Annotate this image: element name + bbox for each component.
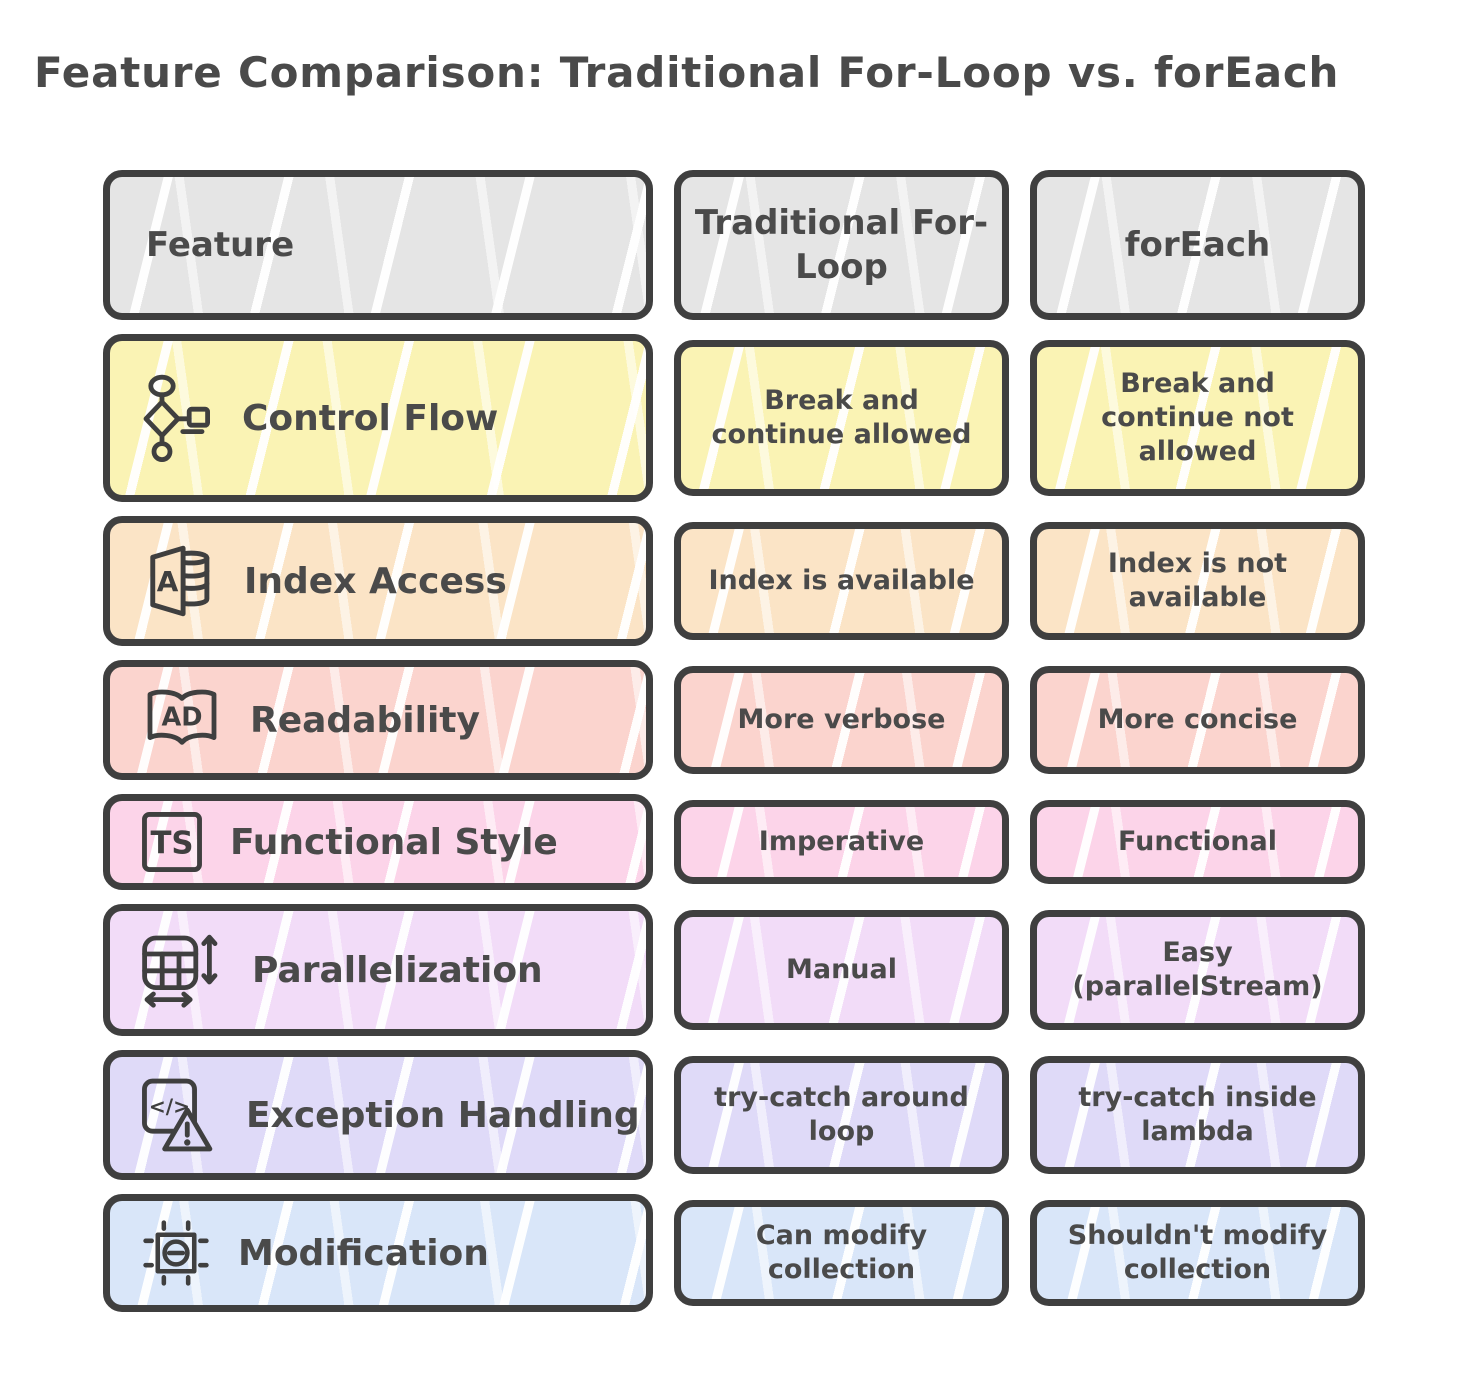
value-cell: Functional bbox=[1030, 800, 1365, 884]
feature-cell-parallelization: Parallelization bbox=[103, 904, 653, 1036]
control-flow-icon bbox=[143, 374, 210, 462]
feature-cell-modification: Modification bbox=[103, 1194, 653, 1312]
value-cell: More verbose bbox=[674, 666, 1009, 774]
functional-style-icon: TS bbox=[142, 812, 202, 872]
value-cell: Shouldn't modify collection bbox=[1030, 1200, 1365, 1306]
comparison-table: Feature Traditional For-Loop forEach Con… bbox=[103, 170, 1365, 1312]
header-label: Traditional For-Loop bbox=[694, 202, 989, 287]
feature-cell-control-flow: Control Flow bbox=[103, 334, 653, 502]
feature-cell-index-access: A Index Access bbox=[103, 516, 653, 646]
value-cell: Imperative bbox=[674, 800, 1009, 884]
header-cell-traditional: Traditional For-Loop bbox=[674, 170, 1009, 320]
value-cell: Break and continue allowed bbox=[674, 340, 1009, 496]
header-cell-feature: Feature bbox=[103, 170, 653, 320]
value-text: Shouldn't modify collection bbox=[1067, 1220, 1328, 1285]
value-cell: Index is available bbox=[674, 522, 1009, 640]
feature-label: Index Access bbox=[244, 560, 507, 602]
svg-text:A: A bbox=[157, 565, 179, 598]
value-text: Manual bbox=[785, 954, 897, 986]
value-cell: try-catch inside lambda bbox=[1030, 1056, 1365, 1174]
readability-icon: AD bbox=[147, 689, 217, 745]
feature-cell-readability: AD Readability bbox=[103, 660, 653, 780]
value-cell: Can modify collection bbox=[674, 1200, 1009, 1306]
header-cell-foreach: forEach bbox=[1030, 170, 1365, 320]
svg-text:AD: AD bbox=[161, 703, 202, 733]
feature-label: Modification bbox=[238, 1232, 489, 1274]
feature-label: Parallelization bbox=[252, 949, 543, 991]
feature-cell-functional-style: TS Functional Style bbox=[103, 794, 653, 890]
value-text: Index is available bbox=[708, 565, 975, 597]
value-text: Functional bbox=[1118, 826, 1277, 858]
header-label: Feature bbox=[146, 224, 295, 265]
value-cell: try-catch around loop bbox=[674, 1056, 1009, 1174]
exception-handling-icon: </> bbox=[142, 1078, 213, 1152]
value-cell: More concise bbox=[1030, 666, 1365, 774]
modification-icon bbox=[143, 1220, 209, 1286]
feature-label: Exception Handling bbox=[246, 1094, 640, 1136]
value-text: try-catch around loop bbox=[714, 1082, 969, 1147]
feature-label: Readability bbox=[250, 699, 480, 741]
value-text: Imperative bbox=[758, 826, 925, 858]
value-text: More concise bbox=[1097, 704, 1298, 736]
value-cell: Easy (parallelStream) bbox=[1030, 910, 1365, 1030]
svg-text:TS: TS bbox=[150, 825, 193, 861]
header-label: forEach bbox=[1124, 224, 1271, 265]
value-text: Easy (parallelStream) bbox=[1072, 937, 1323, 1002]
value-text: Can modify collection bbox=[755, 1220, 928, 1285]
value-cell: Break and continue not allowed bbox=[1030, 340, 1365, 496]
value-text: More verbose bbox=[737, 704, 946, 736]
index-access-icon: A bbox=[150, 545, 210, 617]
value-text: Break and continue not allowed bbox=[1101, 368, 1294, 467]
value-text: Index is not available bbox=[1107, 548, 1288, 613]
feature-label: Functional Style bbox=[230, 821, 558, 863]
value-cell: Manual bbox=[674, 910, 1009, 1030]
feature-cell-exception-handling: </> Exception Handling bbox=[103, 1050, 653, 1180]
feature-label: Control Flow bbox=[242, 397, 499, 439]
value-text: try-catch inside lambda bbox=[1078, 1082, 1317, 1147]
parallelization-icon bbox=[142, 934, 218, 1008]
page-title: Feature Comparison: Traditional For-Loop… bbox=[34, 48, 1340, 97]
value-cell: Index is not available bbox=[1030, 522, 1365, 640]
value-text: Break and continue allowed bbox=[711, 385, 972, 450]
